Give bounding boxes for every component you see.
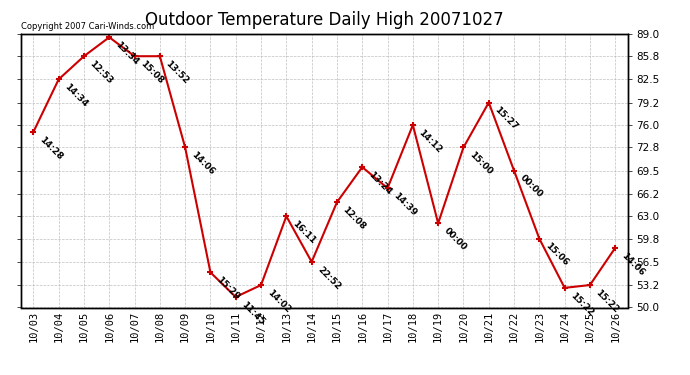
Text: 13:34: 13:34 — [113, 40, 140, 67]
Text: 14:34: 14:34 — [63, 82, 90, 109]
Text: Outdoor Temperature Daily High 20071027: Outdoor Temperature Daily High 20071027 — [145, 11, 504, 29]
Text: 14:06: 14:06 — [620, 251, 646, 277]
Text: 15:08: 15:08 — [139, 59, 165, 86]
Text: 12:53: 12:53 — [88, 59, 115, 86]
Text: 15:27: 15:27 — [493, 105, 520, 132]
Text: 14:02: 14:02 — [265, 288, 292, 314]
Text: 13:24: 13:24 — [366, 170, 393, 196]
Text: 15:06: 15:06 — [544, 242, 570, 268]
Text: 00:00: 00:00 — [518, 173, 544, 200]
Text: 14:28: 14:28 — [37, 135, 64, 162]
Text: 11:45: 11:45 — [240, 300, 266, 327]
Text: 14:39: 14:39 — [392, 191, 419, 218]
Text: 14:12: 14:12 — [417, 128, 444, 154]
Text: 13:52: 13:52 — [164, 59, 190, 86]
Text: 00:00: 00:00 — [442, 226, 469, 252]
Text: 12:08: 12:08 — [341, 205, 368, 231]
Text: Copyright 2007 Cari-Winds.com: Copyright 2007 Cari-Winds.com — [21, 22, 154, 31]
Text: 15:22: 15:22 — [569, 291, 595, 317]
Text: 16:11: 16:11 — [290, 219, 317, 246]
Text: 15:22: 15:22 — [594, 288, 621, 314]
Text: 22:52: 22:52 — [316, 265, 342, 291]
Text: 15:00: 15:00 — [468, 150, 494, 177]
Text: 14:06: 14:06 — [189, 150, 216, 177]
Text: 15:29: 15:29 — [215, 275, 242, 302]
